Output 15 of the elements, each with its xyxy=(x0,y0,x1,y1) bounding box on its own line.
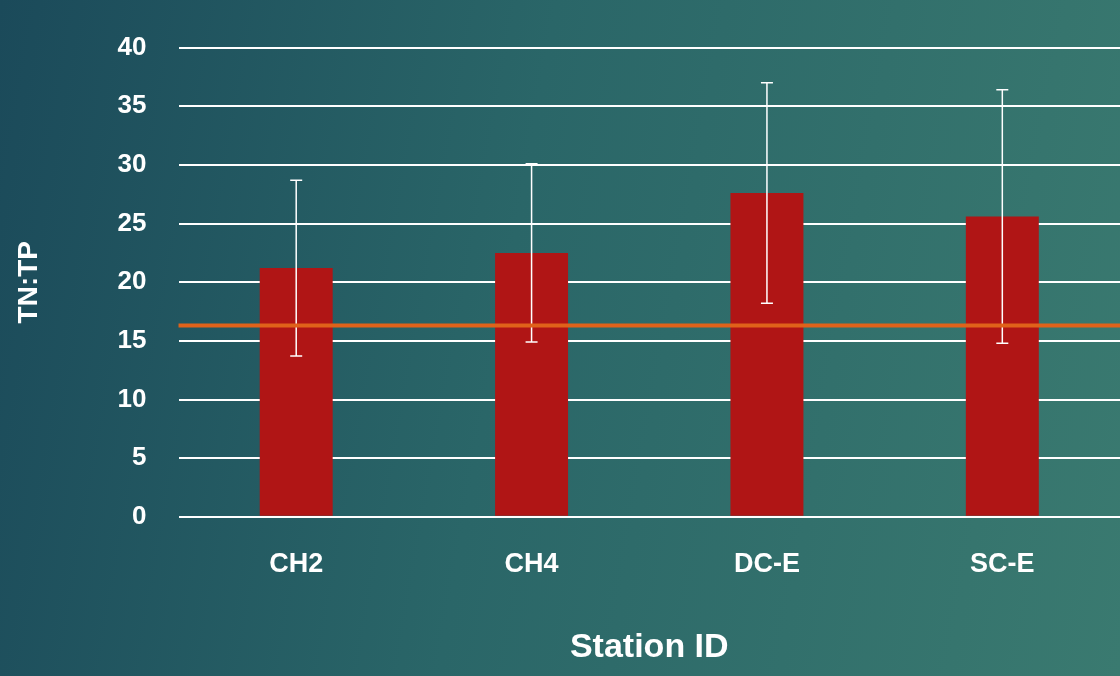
x-tick-label: SC-E xyxy=(970,548,1035,579)
y-tick-label: 5 xyxy=(132,441,147,472)
y-tick-label: 35 xyxy=(117,89,147,120)
x-tick-label: DC-E xyxy=(733,548,800,579)
y-tick-label: 40 xyxy=(117,30,147,61)
y-tick-label: 0 xyxy=(132,499,147,530)
y-tick-label: 10 xyxy=(117,382,147,413)
y-tick-label: 30 xyxy=(117,148,147,179)
y-tick-label: 20 xyxy=(117,265,147,296)
y-axis-title: TN:TP xyxy=(11,240,43,324)
x-tick-label: CH4 xyxy=(504,548,559,579)
y-tick-label: 15 xyxy=(117,324,147,355)
x-tick-label: CH2 xyxy=(269,548,324,579)
y-tick-label: 25 xyxy=(117,206,147,237)
x-axis-title: Station ID xyxy=(569,625,729,664)
